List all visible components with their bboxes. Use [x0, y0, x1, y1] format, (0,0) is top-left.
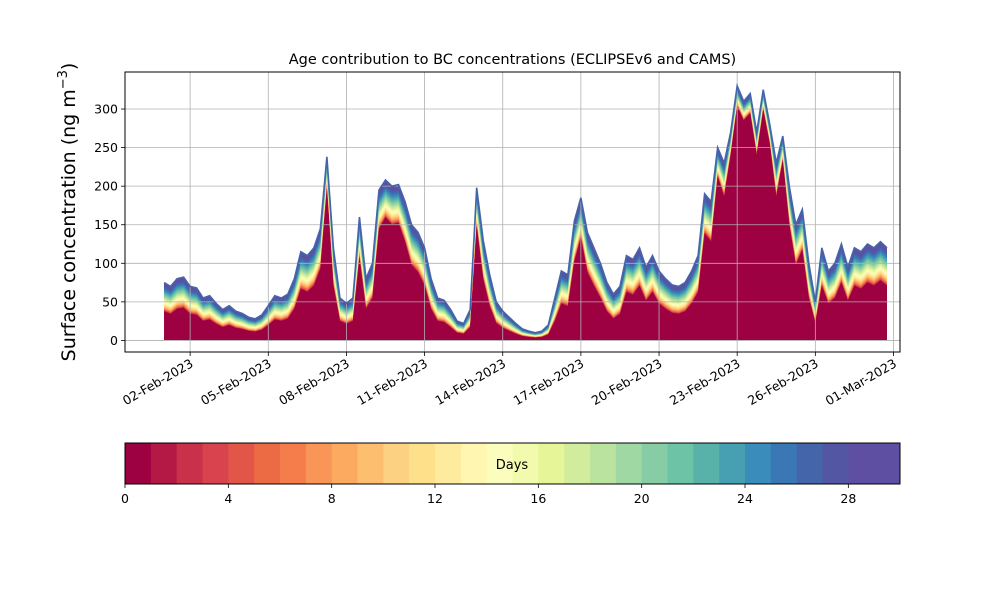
- colorbar: [125, 443, 901, 484]
- colorbar-segment: [719, 443, 746, 484]
- colorbar-segment: [460, 443, 488, 484]
- colorbar-label: Days: [496, 458, 529, 473]
- y-axis-label-text: Surface concentration (ng m: [58, 89, 80, 361]
- colorbar-tick-label: 0: [121, 491, 129, 506]
- colorbar-segment: [357, 443, 384, 484]
- colorbar-segment: [125, 443, 152, 484]
- colorbar-segment: [538, 443, 565, 484]
- colorbar-segment: [176, 443, 203, 484]
- colorbar-tick-label: 28: [840, 491, 856, 506]
- colorbar-segment: [667, 443, 694, 484]
- colorbar-segment: [564, 443, 591, 484]
- y-tick-label: 200: [94, 179, 118, 194]
- colorbar-ticks: 0 4 8 12 16 20 24 28: [121, 484, 856, 506]
- colorbar-segment: [435, 443, 462, 484]
- colorbar-segment: [822, 443, 849, 484]
- colorbar-segment: [615, 443, 643, 484]
- colorbar-tick-label: 24: [737, 491, 753, 506]
- area-layers: [164, 85, 887, 341]
- y-tick-label: 150: [94, 217, 118, 232]
- y-tick-label: 100: [94, 256, 118, 271]
- colorbar-segment: [745, 443, 772, 484]
- series-outline: [163, 82, 888, 334]
- colorbar-segment: [305, 443, 333, 484]
- colorbar-segment: [693, 443, 720, 484]
- colorbar-segment: [383, 443, 410, 484]
- y-axis-label-close: ): [58, 63, 80, 70]
- colorbar-segment: [409, 443, 436, 484]
- chart-title: Age contribution to BC concentrations (E…: [289, 52, 736, 68]
- colorbar-segment: [874, 443, 901, 484]
- y-axis-label: Surface concentration (ng m−3): [56, 63, 80, 362]
- area-layer-day-0: [164, 106, 887, 341]
- colorbar-segment: [770, 443, 798, 484]
- total-line: [163, 82, 888, 334]
- colorbar-tick-label: 4: [224, 491, 232, 506]
- colorbar-frame: [124, 442, 901, 485]
- plot-frame: [124, 71, 901, 353]
- colorbar-segment: [512, 443, 539, 484]
- y-tick-label: 300: [94, 102, 118, 117]
- colorbar-segment: [254, 443, 281, 484]
- colorbar-tick-label: 20: [634, 491, 650, 506]
- colorbar-segment: [486, 443, 513, 484]
- colorbar-tick-label: 8: [328, 491, 336, 506]
- colorbar-tick-label: 12: [427, 491, 443, 506]
- colorbar-segment: [590, 443, 617, 484]
- colorbar-segment: [331, 443, 358, 484]
- colorbar-segment: [848, 443, 875, 484]
- colorbar-segment: [280, 443, 307, 484]
- colorbar-tick-label: 16: [530, 491, 546, 506]
- y-axis: 0 50 100 150 200 250 300: [94, 102, 125, 348]
- colorbar-segment: [150, 443, 178, 484]
- y-tick-label: 0: [110, 333, 118, 348]
- colorbar-segment: [228, 443, 255, 484]
- colorbar-segment: [796, 443, 823, 484]
- y-tick-label: 250: [94, 140, 118, 155]
- colorbar-segment: [202, 443, 229, 484]
- y-tick-label: 50: [102, 294, 118, 309]
- colorbar-segment: [641, 443, 668, 484]
- y-axis-label-superscript: −3: [56, 70, 71, 89]
